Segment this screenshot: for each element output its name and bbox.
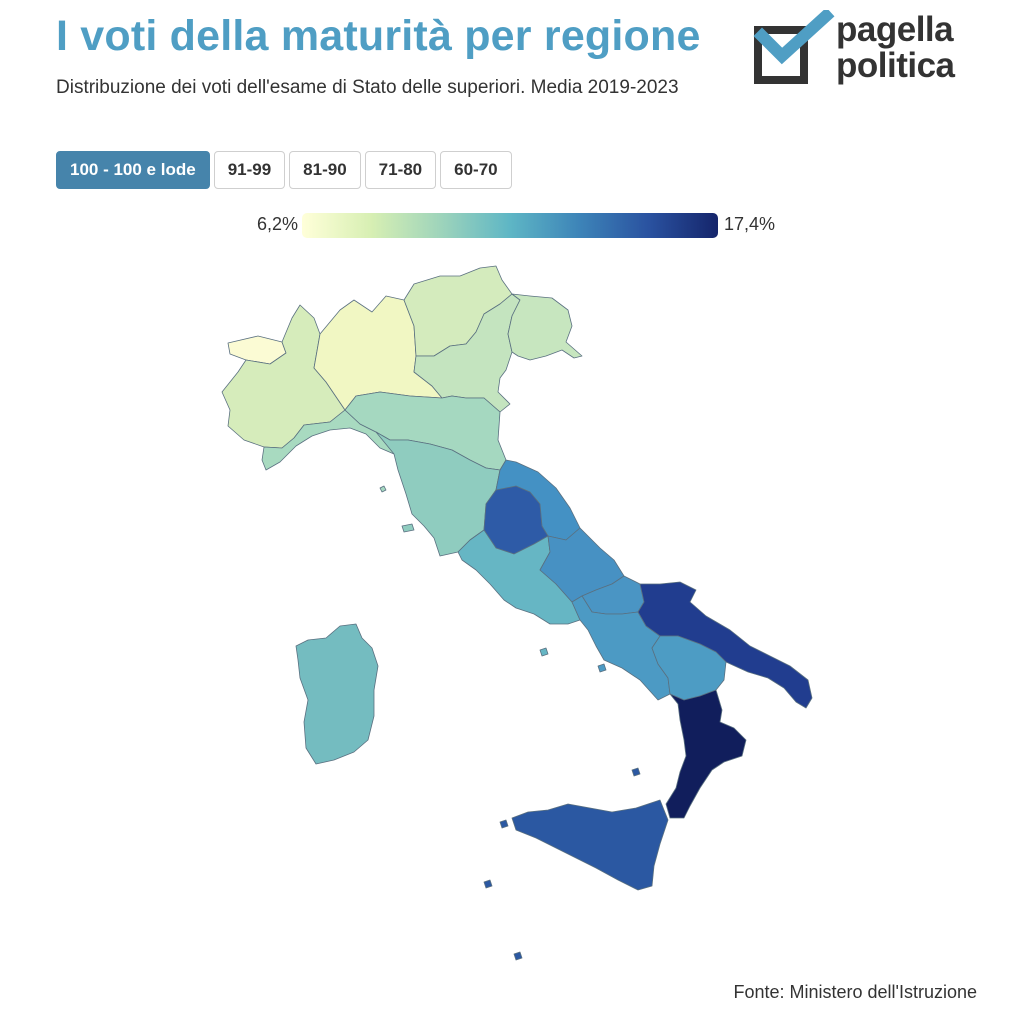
region-friuli-venezia-giulia[interactable] [507, 293, 583, 361]
checkmark-logo-icon [753, 7, 835, 84]
logo-line-1: pagella [836, 10, 954, 49]
tab-100-lode[interactable]: 100 - 100 e lode [56, 151, 210, 189]
legend-max-label: 17,4% [724, 214, 776, 234]
logo-text: pagella politica [836, 12, 955, 84]
island-lipari [631, 767, 641, 777]
island-lampedusa [513, 951, 523, 961]
region-liguria[interactable] [261, 409, 395, 471]
tab-71-80[interactable]: 71-80 [364, 151, 437, 189]
data-source: Fonte: Ministero dell'Istruzione [733, 982, 977, 1002]
legend-min-label: 6,2% [256, 214, 298, 234]
region-sardegna[interactable] [295, 623, 379, 765]
tab-60-70[interactable]: 60-70 [440, 151, 512, 189]
island-egadi [499, 819, 509, 829]
chart-subtitle: Distribuzione dei voti dell'esame di Sta… [56, 77, 679, 98]
island-ischia [597, 663, 607, 673]
tab-81-90[interactable]: 81-90 [289, 151, 361, 189]
chart-title: I voti della maturità per regione [56, 12, 701, 60]
tab-91-99[interactable]: 91-99 [213, 151, 286, 189]
island-pantelleria [483, 879, 493, 889]
region-calabria[interactable] [665, 689, 747, 819]
logo-line-2: politica [836, 46, 955, 85]
grade-range-tabs: 100 - 100 e lode 91-99 81-90 71-80 60-70 [56, 151, 512, 189]
island-ponza [539, 647, 549, 657]
island-corsica-small [379, 485, 387, 493]
color-legend: 6,2% 17,4% [240, 212, 800, 240]
italy-choropleth-map [221, 265, 813, 961]
legend-gradient-bar [302, 213, 718, 238]
pagella-politica-logo: pagella politica [752, 7, 982, 90]
island-elba [401, 523, 415, 533]
region-sicilia[interactable] [511, 799, 669, 891]
